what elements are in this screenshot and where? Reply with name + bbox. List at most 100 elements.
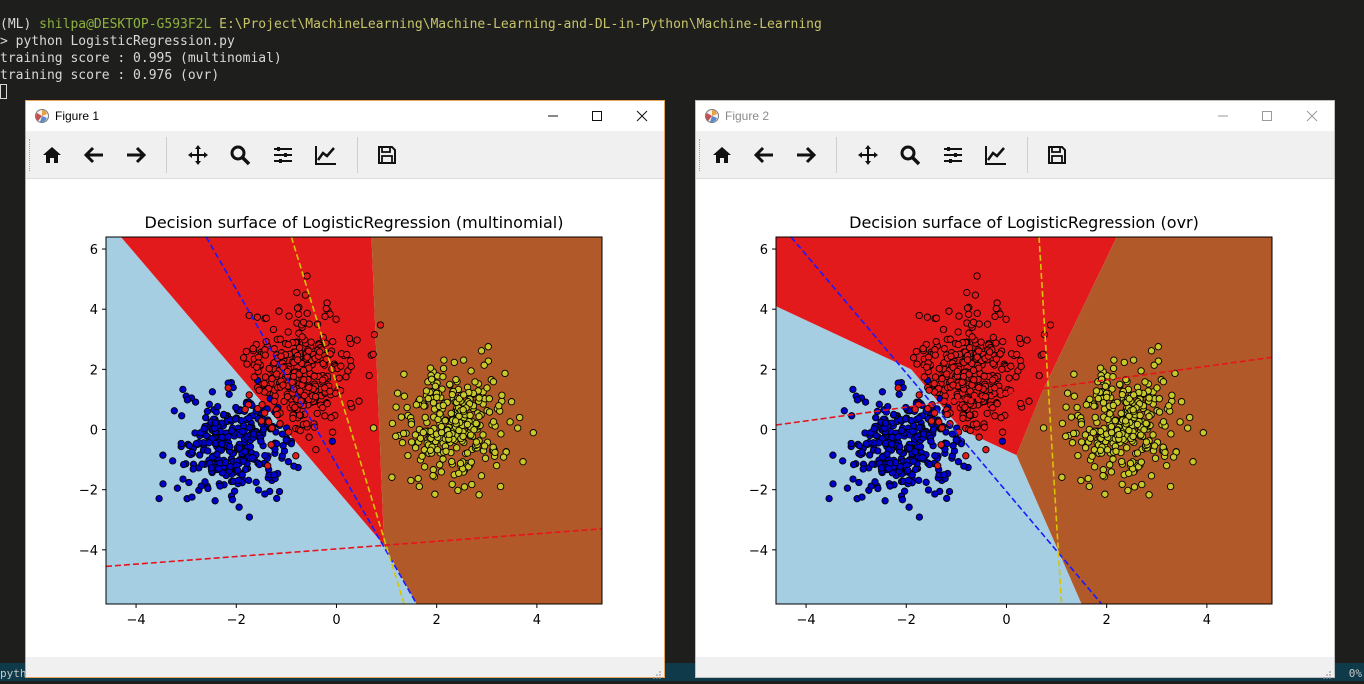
pan-button[interactable]: [852, 139, 884, 171]
scatter-point-yellow: [467, 458, 475, 466]
scatter-point-yellow: [1145, 394, 1153, 402]
back-button[interactable]: [78, 139, 110, 171]
scatter-point-red: [925, 386, 933, 394]
scatter-point-blue: [890, 410, 898, 419]
scatter-point-yellow: [463, 449, 472, 457]
close-icon: [636, 107, 648, 126]
pan-button[interactable]: [182, 139, 214, 171]
home-button[interactable]: [36, 139, 68, 171]
terminal-status-right: 0%: [1348, 667, 1362, 680]
scatter-point-red: [954, 328, 962, 336]
scatter-point-red: [262, 314, 271, 322]
window-titlebar[interactable]: Figure 1: [26, 101, 664, 131]
scatter-point-blue: [881, 419, 890, 427]
scatter-point-blue: [245, 414, 253, 422]
scatter-point-blue: [924, 486, 933, 494]
scatter-point-red: [973, 309, 981, 317]
scatter-point-red: [938, 375, 946, 383]
scatter-point-blue: [908, 427, 917, 436]
back-button[interactable]: [748, 139, 780, 171]
scatter-point-blue: [871, 478, 879, 486]
scatter-point-yellow: [459, 432, 467, 441]
zoom-button[interactable]: [224, 139, 256, 171]
minimize-button[interactable]: [530, 101, 576, 131]
minimize-button[interactable]: [1200, 101, 1246, 131]
scatter-point-red: [267, 441, 275, 449]
close-button[interactable]: [619, 101, 665, 131]
save-button[interactable]: [371, 139, 403, 171]
scatter-point-blue: [248, 454, 257, 462]
scatter-point-red: [370, 330, 379, 339]
figure-canvas[interactable]: Decision surface of LogisticRegression (…: [26, 179, 664, 657]
home-button[interactable]: [706, 139, 738, 171]
configure-subplots-button[interactable]: [267, 139, 299, 171]
resize-grip-icon[interactable]: [652, 665, 662, 679]
y-tick-label: −4: [749, 544, 768, 559]
toolbar-grip[interactable]: [29, 139, 32, 171]
y-tick-label: 0: [90, 424, 98, 439]
scatter-point-red: [997, 414, 1005, 422]
scatter-point-red: [1023, 336, 1031, 344]
scatter-point-red: [275, 307, 283, 315]
y-tick-label: 2: [90, 363, 98, 378]
scatter-point-red: [966, 387, 974, 395]
scatter-point-red: [342, 373, 350, 381]
scatter-point-red: [321, 384, 329, 392]
maximize-button[interactable]: [1244, 101, 1290, 131]
zoom-button[interactable]: [894, 139, 926, 171]
scatter-point-blue: [179, 460, 188, 469]
configure-subplots-button[interactable]: [937, 139, 969, 171]
figure-window-1[interactable]: Figure 1 Decision surface of LogisticRegr…: [25, 100, 665, 679]
scatter-point-blue: [255, 460, 264, 469]
edit-axis-button[interactable]: [310, 139, 342, 171]
scatter-point-red: [998, 428, 1007, 436]
scatter-point-blue: [825, 494, 833, 503]
scatter-point-red: [326, 387, 334, 395]
scatter-point-yellow: [404, 451, 412, 460]
scatter-point-yellow: [1090, 463, 1099, 471]
close-button[interactable]: [1289, 101, 1335, 131]
scatter-point-blue: [870, 425, 878, 433]
scatter-point-yellow: [1109, 455, 1117, 463]
scatter-point-yellow: [415, 482, 423, 491]
scatter-point-red: [273, 370, 281, 378]
scatter-point-red: [321, 412, 329, 420]
scatter-point-red: [968, 333, 976, 341]
plot-area: [776, 237, 1272, 604]
toolbar-grip[interactable]: [699, 139, 702, 171]
scatter-point-blue: [245, 424, 253, 432]
scatter-point-yellow: [1115, 430, 1123, 439]
figure-window-2[interactable]: Figure 2 Decision surface of LogisticRegr…: [695, 100, 1335, 679]
resize-grip-icon[interactable]: [1322, 665, 1332, 679]
scatter-point-blue: [257, 437, 265, 446]
scatter-point-yellow: [1039, 424, 1048, 432]
scatter-point-yellow: [1121, 417, 1130, 425]
x-tick-label: 0: [332, 613, 340, 628]
scatter-point-red: [310, 372, 318, 380]
save-button[interactable]: [1041, 139, 1073, 171]
maximize-button[interactable]: [574, 101, 620, 131]
scatter-point-yellow: [445, 430, 453, 439]
scatter-point-blue: [214, 402, 222, 411]
forward-button[interactable]: [120, 139, 152, 171]
window-titlebar[interactable]: Figure 2: [696, 101, 1334, 131]
scatter-point-blue: [868, 460, 876, 468]
scatter-point-yellow: [1078, 438, 1086, 446]
scatter-point-yellow: [1145, 491, 1153, 499]
edit-axis-button[interactable]: [980, 139, 1012, 171]
scatter-point-red: [289, 372, 298, 381]
forward-button[interactable]: [790, 139, 822, 171]
scatter-point-blue: [883, 450, 891, 458]
scatter-point-yellow: [442, 447, 450, 455]
x-tick-label: 4: [1203, 613, 1211, 628]
scatter-point-red: [316, 348, 324, 356]
plot-svg[interactable]: Decision surface of LogisticRegression (…: [696, 179, 1334, 657]
plot-svg[interactable]: Decision surface of LogisticRegression (…: [26, 179, 664, 657]
scatter-point-yellow: [1142, 438, 1151, 446]
scatter-point-blue: [905, 503, 913, 511]
figure-canvas[interactable]: Decision surface of LogisticRegression (…: [696, 179, 1334, 657]
y-tick-label: −2: [749, 484, 768, 499]
scatter-point-blue: [925, 460, 934, 469]
toolbar-separator: [1027, 137, 1028, 173]
scatter-point-red: [973, 353, 981, 361]
